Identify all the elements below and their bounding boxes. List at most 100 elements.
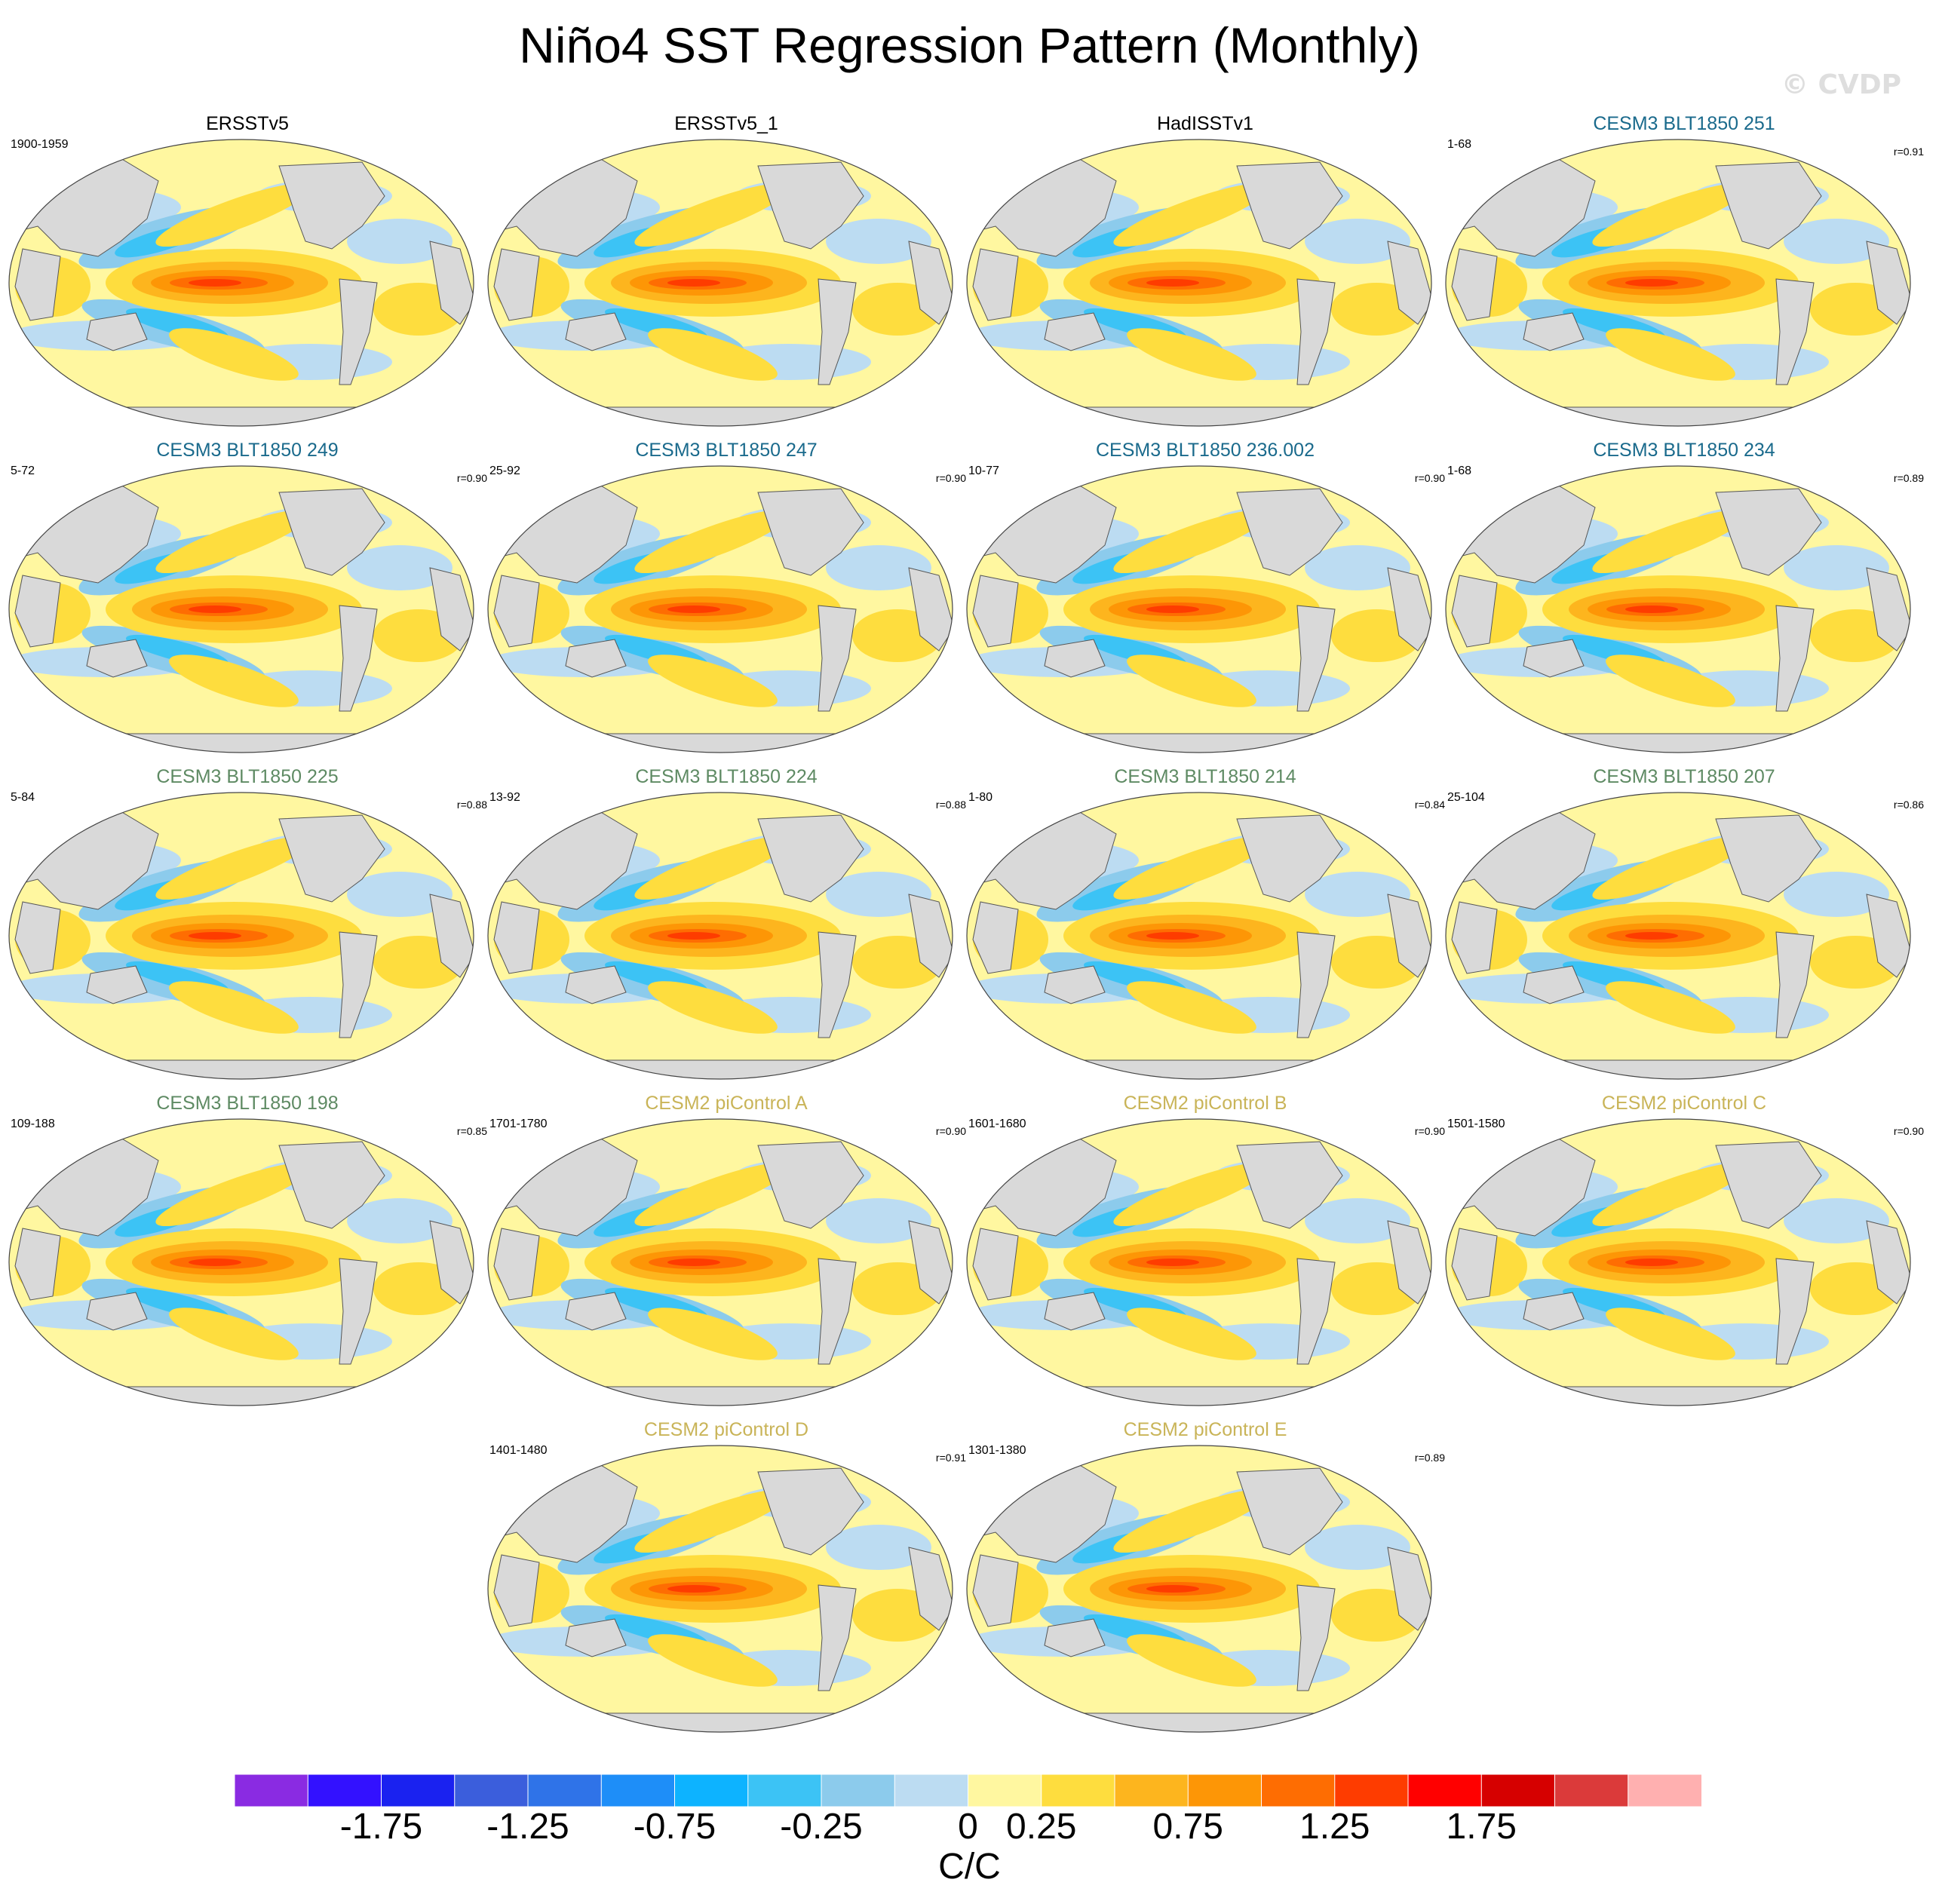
land-north-america	[1236, 1141, 1343, 1229]
land-australia	[86, 1292, 148, 1331]
weak-negative-region	[826, 1198, 931, 1243]
panel-period: 25-92	[489, 465, 520, 477]
land-south-america	[339, 605, 378, 712]
cvdp-watermark: © CVDP	[1781, 69, 1901, 100]
land-africa-east-edge	[1866, 894, 1910, 978]
land-australia	[1523, 965, 1585, 1004]
colorbar-tick-label: 1.25	[1299, 1807, 1370, 1847]
land-north-america	[278, 161, 385, 250]
regression-map	[487, 1118, 953, 1406]
panel-pattern-correlation: r=0.84	[1414, 799, 1445, 811]
land-africa	[14, 1228, 61, 1301]
map-panel: CESM2 piControl B 1601-1680 r=0.90	[965, 1093, 1445, 1417]
regression-map	[966, 792, 1432, 1080]
north-warm-arm	[1592, 835, 1749, 900]
panel-period: 10-77	[968, 465, 999, 477]
map-panel: CESM2 piControl A 1701-1780 r=0.90	[486, 1093, 966, 1417]
north-warm-arm	[634, 1489, 791, 1553]
chart-title: Niño4 SST Regression Pattern (Monthly)	[519, 17, 1420, 73]
colorbar-swatch	[307, 1774, 382, 1807]
land-south-america	[818, 1584, 857, 1691]
panel-title: HadISSTv1	[1157, 113, 1253, 134]
land-africa	[1451, 1228, 1498, 1301]
weak-negative-region	[1784, 219, 1889, 264]
land-south-america	[1775, 278, 1815, 385]
land-australia	[1044, 965, 1106, 1004]
weak-negative-region	[1305, 1198, 1410, 1243]
panel-pattern-correlation: r=0.89	[1414, 1452, 1445, 1464]
land-africa-east-edge	[1387, 1220, 1431, 1305]
panel-period: 5-84	[11, 791, 35, 804]
map-border	[487, 792, 953, 1080]
land-africa-east-edge	[1866, 1220, 1910, 1305]
map-border	[1445, 465, 1911, 753]
colorbar-tick-label: -1.75	[339, 1807, 423, 1847]
weak-negative-region	[1305, 872, 1410, 917]
regression-map	[487, 792, 953, 1080]
land-africa	[1451, 901, 1498, 974]
colorbar-swatch	[894, 1774, 969, 1807]
map-border	[487, 139, 953, 427]
land-south-america	[818, 931, 857, 1038]
map-panel: CESM3 BLT1850 236.002 10-77 r=0.90	[965, 440, 1445, 764]
north-warm-arm	[1592, 182, 1749, 247]
colorbar-swatch	[968, 1774, 1042, 1807]
equatorial-warm-1p25	[667, 1585, 720, 1593]
land-africa-east-edge	[1866, 241, 1910, 325]
equatorial-warm-1p25	[189, 1259, 241, 1266]
land-australia	[1044, 312, 1106, 351]
south-warm-arm	[1127, 655, 1256, 707]
map-border	[8, 465, 474, 753]
land-australia	[86, 965, 148, 1004]
regression-map	[8, 1118, 474, 1406]
north-warm-arm	[634, 835, 791, 900]
land-south-america	[818, 1258, 857, 1365]
north-warm-arm	[1113, 1489, 1270, 1553]
colorbar-swatch	[747, 1774, 822, 1807]
land-africa-east-edge	[429, 241, 474, 325]
equatorial-warm-1p25	[1146, 932, 1199, 940]
land-africa-east-edge	[1387, 241, 1431, 325]
equatorial-warm-1p25	[667, 606, 720, 613]
land-north-america	[278, 488, 385, 576]
land-africa-east-edge	[429, 567, 474, 652]
regression-map	[966, 465, 1432, 753]
land-north-america	[757, 814, 864, 903]
map-panel: CESM3 BLT1850 247 25-92 r=0.90	[486, 440, 966, 764]
south-warm-arm	[1606, 981, 1735, 1034]
equatorial-warm-1p25	[667, 1259, 720, 1266]
weak-negative-region	[826, 219, 931, 264]
colorbar-swatch	[1407, 1774, 1483, 1807]
panel-title: CESM3 BLT1850 225	[156, 766, 339, 787]
land-africa-east-edge	[908, 567, 953, 652]
land-africa-east-edge	[908, 1220, 953, 1305]
south-warm-arm	[169, 981, 299, 1034]
land-north-america	[757, 161, 864, 250]
land-africa-east-edge	[1387, 894, 1431, 978]
north-warm-arm	[1113, 182, 1270, 247]
land-north-america	[1715, 161, 1822, 250]
colorbar-tick-label: 0.75	[1152, 1807, 1223, 1847]
north-warm-arm	[155, 182, 312, 247]
equatorial-warm-1p25	[1625, 279, 1678, 287]
land-south-america	[818, 605, 857, 712]
equatorial-warm-1p25	[189, 606, 241, 613]
land-south-america	[1296, 931, 1336, 1038]
panel-title: CESM3 BLT1850 236.002	[1095, 440, 1315, 461]
north-warm-arm	[1592, 1162, 1749, 1227]
panel-period: 1-80	[968, 791, 993, 804]
colorbar-tick-label: -1.25	[486, 1807, 569, 1847]
land-north-america	[757, 488, 864, 576]
south-warm-arm	[169, 1308, 299, 1360]
map-border	[487, 1118, 953, 1406]
land-australia	[565, 965, 627, 1004]
land-south-america	[818, 278, 857, 385]
weak-negative-region	[347, 545, 453, 590]
south-warm-arm	[648, 981, 778, 1034]
land-south-america	[339, 931, 378, 1038]
south-warm-arm	[648, 655, 778, 707]
south-warm-arm	[1127, 1308, 1256, 1360]
panel-pattern-correlation: r=0.90	[1893, 1125, 1924, 1137]
panel-pattern-correlation: r=0.91	[935, 1452, 966, 1464]
map-border	[1445, 792, 1911, 1080]
